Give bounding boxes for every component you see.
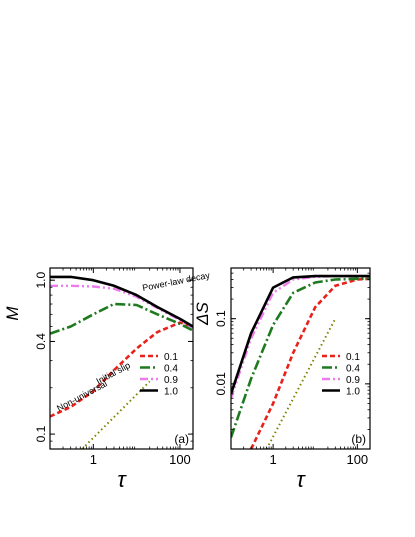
legend-label: 0.4 <box>346 364 360 375</box>
legend-label: 0.1 <box>346 352 360 363</box>
legend-label: 0.9 <box>346 375 360 386</box>
panel-label: (b) <box>351 432 366 446</box>
y-tick-label: 0.4 <box>34 333 48 350</box>
plot-frame <box>230 267 371 450</box>
x-tick-label: 1 <box>269 452 276 467</box>
legend-label: 1.0 <box>164 387 178 398</box>
x-axis-label: τ <box>296 467 306 492</box>
y-tick-label: 1.0 <box>34 272 48 289</box>
series-line-0-4 <box>231 277 370 438</box>
y-tick-label: 0.1 <box>34 425 48 442</box>
x-tick-label: 1 <box>90 452 97 467</box>
guide-line <box>265 318 337 449</box>
annotation: Power-law decay <box>141 270 211 293</box>
x-tick-label: 100 <box>346 452 368 467</box>
series-line-0-1 <box>50 321 193 418</box>
series-line-0-9 <box>231 274 370 399</box>
y-tick-label: 0.1 <box>214 310 228 327</box>
series-line-0-4 <box>50 302 193 335</box>
series-line-1-0 <box>231 274 370 395</box>
x-tick-label: 100 <box>169 452 191 467</box>
panel-label: (a) <box>174 432 189 446</box>
legend-label: 0.9 <box>164 375 178 386</box>
series-line-1-0 <box>50 275 193 328</box>
panel-a-chart: 1 1000.10.41.0τM0.10.40.91.0(a)Power-law … <box>3 267 211 492</box>
series-line-0-1 <box>249 277 370 449</box>
legend-label: 0.4 <box>164 364 178 375</box>
annotation: Non-universal <box>55 378 109 413</box>
y-axis-label: M <box>3 306 22 321</box>
y-tick-label: 0.01 <box>214 372 228 396</box>
y-axis-label: ΔS <box>193 301 212 325</box>
x-axis-label: τ <box>117 467 127 492</box>
plot-frame <box>49 267 194 450</box>
legend-label: 0.1 <box>164 352 178 363</box>
legend-label: 1.0 <box>346 387 360 398</box>
